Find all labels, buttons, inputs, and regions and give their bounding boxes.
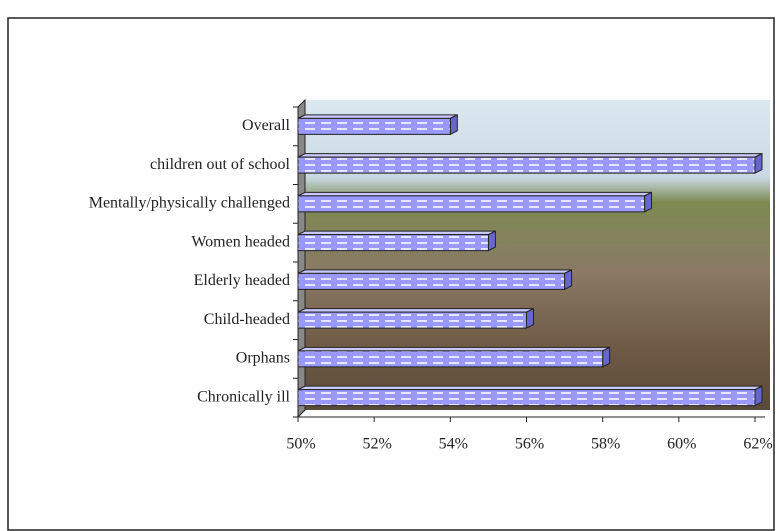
y-tick-label: Orphans <box>236 350 290 367</box>
y-tick-label: Chronically ill <box>197 388 290 405</box>
bar-top <box>297 308 534 313</box>
bar <box>297 350 604 368</box>
bar-side <box>564 269 573 291</box>
bar-top <box>297 153 763 158</box>
bar-top <box>297 385 763 391</box>
y-tick-label: children out of school <box>150 156 291 173</box>
x-tick-label: 56% <box>515 436 544 453</box>
bar-top <box>297 114 458 119</box>
y-tick-label: Elderly headed <box>194 272 290 289</box>
x-tick-label: 60% <box>667 436 696 453</box>
bar <box>297 195 646 213</box>
axis-wall <box>297 98 306 419</box>
bar-side <box>644 191 653 213</box>
bar-side <box>526 307 534 329</box>
bar <box>297 156 756 174</box>
y-tick-label: Child-headed <box>204 311 290 328</box>
bar-top <box>297 191 652 197</box>
bar-top <box>297 269 572 274</box>
bar <box>297 389 756 407</box>
x-tick-label: 50% <box>286 436 315 453</box>
bar-side <box>487 230 496 252</box>
bar-top <box>297 230 496 236</box>
bar-side <box>602 346 611 368</box>
x-tick-label: 62% <box>743 436 772 453</box>
frame <box>7 17 775 531</box>
bar <box>297 311 527 329</box>
bar <box>297 234 489 252</box>
y-tick-label: Mentally/physically challenged <box>89 195 290 212</box>
bar-side <box>754 152 763 174</box>
x-tick-label: 52% <box>363 436 392 453</box>
x-tick-label: 58% <box>591 436 620 453</box>
bar <box>297 117 451 135</box>
bar-top <box>297 346 610 352</box>
bar-side <box>754 385 763 407</box>
bar <box>297 272 566 290</box>
bar-side <box>449 114 458 136</box>
y-tick-label: Overall <box>242 117 291 134</box>
y-tick-label: Women headed <box>191 233 290 250</box>
x-tick-label: 54% <box>439 436 468 453</box>
